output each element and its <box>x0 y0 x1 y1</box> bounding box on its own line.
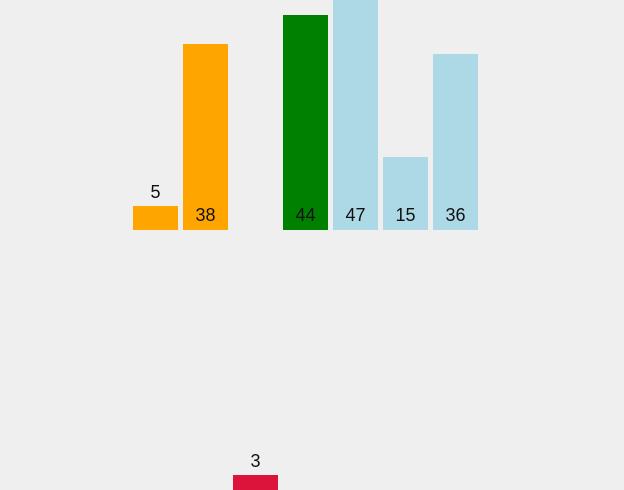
held-bar-value-label: 3 <box>250 451 261 471</box>
array-bar-4-value-label: 47 <box>345 205 366 225</box>
array-bar-3 <box>283 15 328 230</box>
array-bar-3-value-label: 44 <box>295 205 316 225</box>
array-bar-2 <box>183 44 228 230</box>
array-bar-1-value-label: 5 <box>150 182 161 202</box>
array-bar-6 <box>433 54 478 230</box>
array-bar-1 <box>133 206 178 230</box>
array-bar-6-value-label: 36 <box>445 205 466 225</box>
array-bar-5 <box>383 157 428 230</box>
array-bar-5-value-label: 15 <box>395 205 416 225</box>
array-bar-2-value-label: 38 <box>195 205 216 225</box>
held-bar <box>233 475 278 490</box>
array-bar-4 <box>333 0 378 230</box>
